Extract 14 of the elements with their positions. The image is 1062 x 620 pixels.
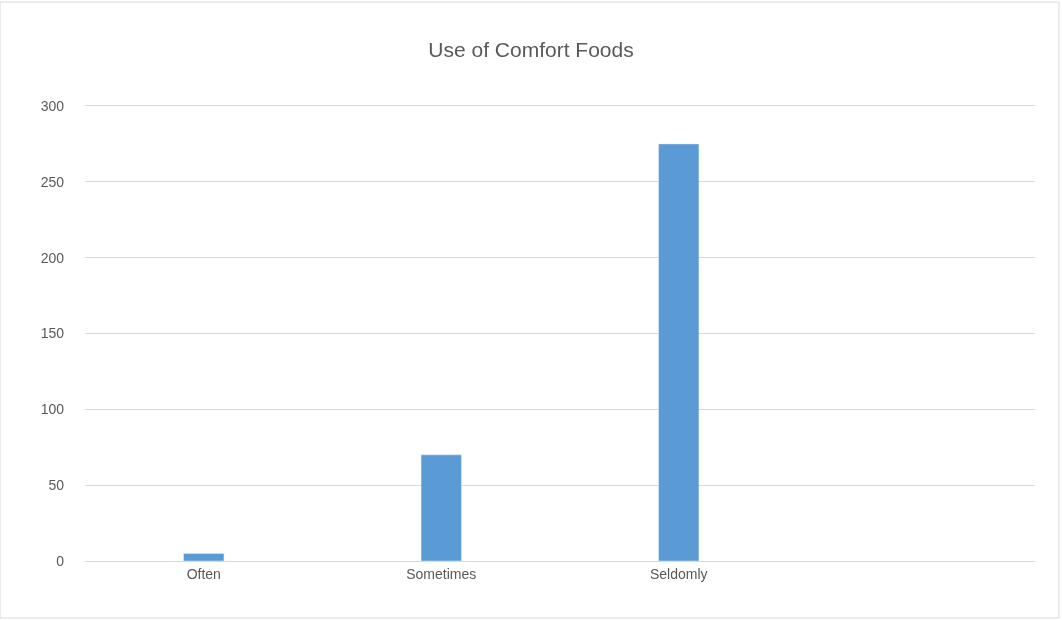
y-tick-label: 0	[56, 552, 65, 569]
y-tick-label: 50	[48, 477, 65, 494]
chart-title: Use of Comfort Foods	[428, 37, 634, 61]
x-tick-label: Seldomly	[649, 565, 708, 582]
bar	[183, 553, 225, 561]
x-tick-label: Sometimes	[406, 565, 477, 582]
bar	[658, 143, 700, 561]
y-tick-label: 150	[40, 325, 65, 342]
bar	[420, 454, 462, 561]
y-tick-label: 200	[40, 249, 65, 266]
y-tick-label: 100	[40, 401, 65, 418]
x-tick-label: Often	[186, 565, 221, 582]
y-tick-label: 250	[40, 173, 65, 190]
y-tick-label: 300	[40, 97, 65, 114]
